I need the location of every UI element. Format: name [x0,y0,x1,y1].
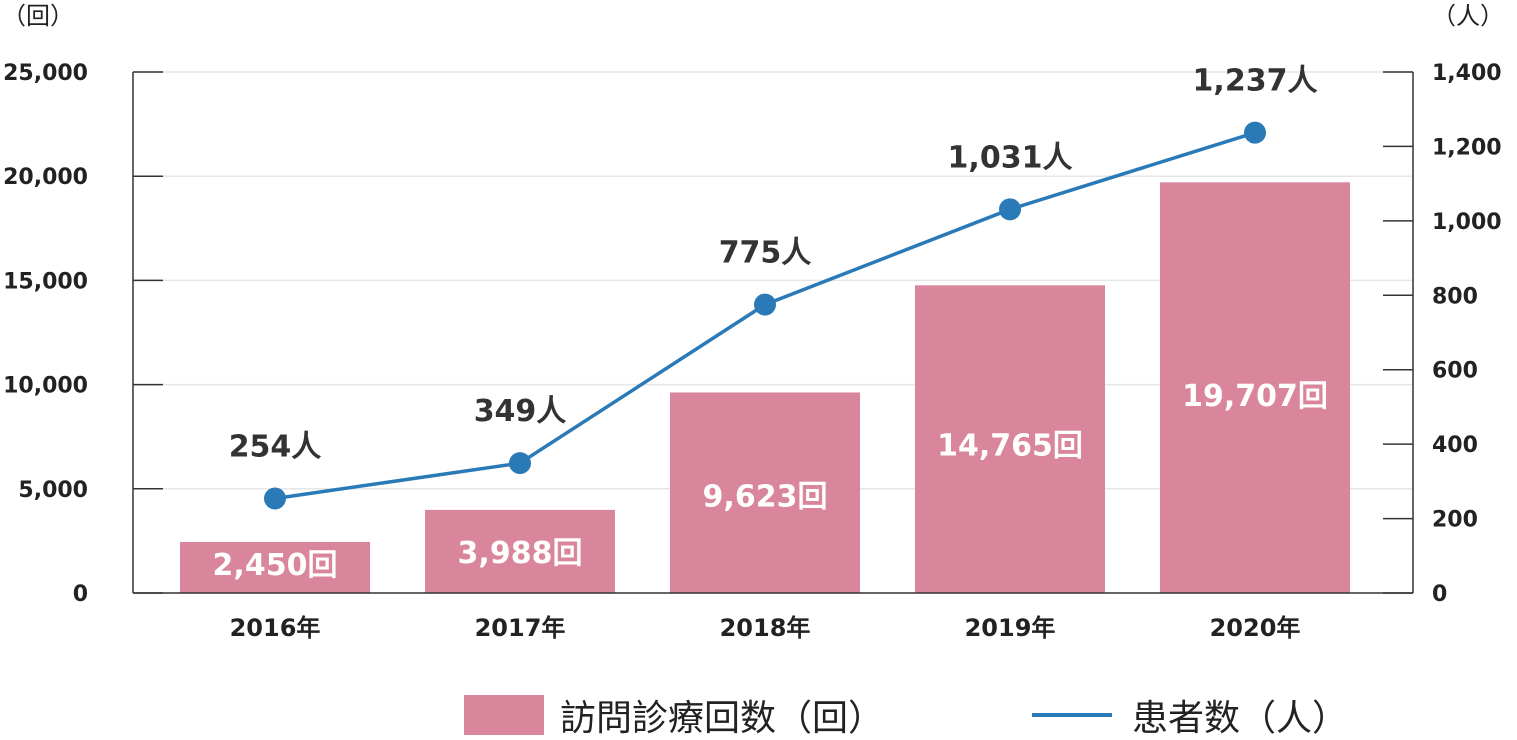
left-tick-label: 20,000 [3,165,88,190]
line-point [754,293,776,316]
bar [1160,182,1350,593]
line-value-label: 349人 [474,394,567,429]
right-tick-label: 0 [1432,582,1447,607]
bar-value-label: 2,450回 [213,548,338,583]
line-series [264,121,1266,510]
right-tick-label: 800 [1432,284,1478,309]
left-tick-label: 25,000 [3,61,88,86]
line-point [1244,121,1266,144]
axes: 0 5,000 10,000 15,000 20,000 25,000 0 200 400 600… [2,2,1504,642]
x-category-label: 2018年 [720,614,811,642]
bar [180,541,370,593]
bar-value-label: 3,988回 [458,536,583,571]
bar [670,392,860,593]
x-category-label: 2020年 [1210,614,1301,642]
line-point [264,487,286,510]
line-point [999,198,1021,221]
legend: 訪問診療回数（回） 患者数（人） [464,695,1348,739]
left-tick-label: 15,000 [3,269,88,294]
line-value-label: 254人 [229,429,322,464]
bar [425,509,615,593]
right-tick-label: 1,200 [1432,135,1502,160]
right-tick-label: 600 [1432,359,1478,384]
right-tick-label: 200 [1432,508,1478,533]
line-value-label: 1,237人 [1193,64,1318,99]
bar-value-label: 14,765回 [937,428,1083,463]
left-tick-label: 10,000 [3,374,88,399]
x-category-label: 2019年 [965,614,1056,642]
legend-bar-swatch [464,695,544,735]
line-value-label: 775人 [719,236,812,271]
left-tick-label: 0 [73,582,88,607]
left-axis-unit: （回） [2,2,74,30]
right-tick-label: 400 [1432,433,1478,458]
legend-bar-label: 訪問診療回数（回） [560,698,884,739]
left-tick-label: 5,000 [18,478,88,503]
legend-line-label: 患者数（人） [1132,698,1348,739]
bar-value-label: 19,707回 [1182,379,1328,414]
x-category-label: 2017年 [475,614,566,642]
bar-value-label: 9,623回 [703,480,828,515]
bar-series [180,182,1350,593]
line-point [509,452,531,475]
right-tick-label: 1,400 [1432,61,1502,86]
line-value-label: 1,031人 [948,140,1073,175]
data-labels: 2,450回 3,988回 9,623回 14,765回 19,707回 254人 349人… [213,64,1328,583]
x-category-label: 2016年 [230,614,321,642]
right-axis-unit: （人） [1432,2,1504,30]
bar [915,285,1105,593]
right-tick-label: 1,000 [1432,210,1502,235]
